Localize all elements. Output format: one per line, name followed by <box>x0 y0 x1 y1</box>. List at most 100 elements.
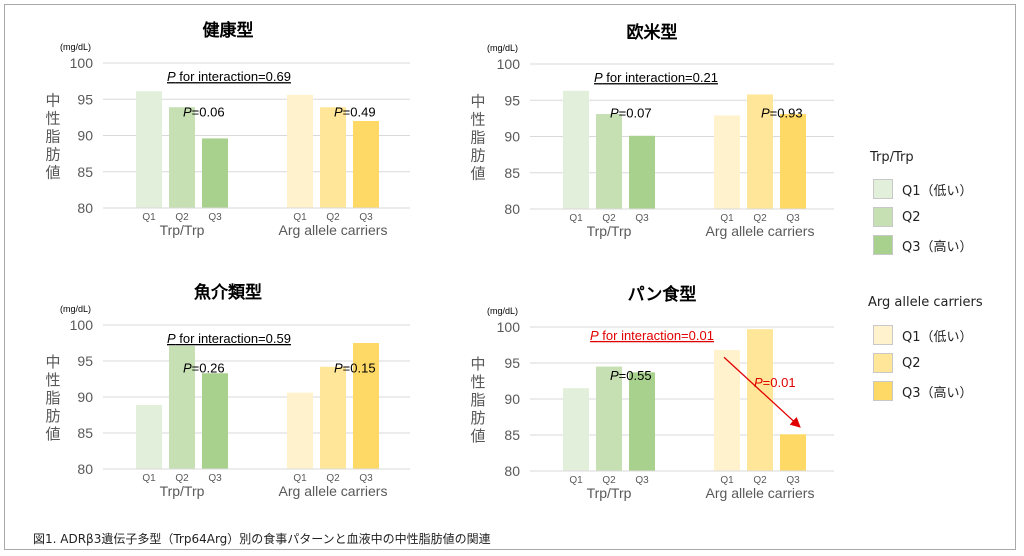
y-tick-label: 85 <box>504 165 520 181</box>
bar-arg-q1 <box>714 115 740 209</box>
bar-trp-q1 <box>136 91 162 208</box>
interaction-label: P for interaction=0.21 <box>594 70 718 85</box>
p-value-label: P=0.49 <box>334 104 376 119</box>
y-tick-label: 80 <box>77 461 93 477</box>
y-tick-label: 80 <box>504 463 520 479</box>
chart-title: 魚介類型 <box>194 282 262 303</box>
bar-arg-q3 <box>353 343 379 469</box>
y-axis-label: 中性脂肪値 <box>470 355 485 445</box>
legend-swatch-trp-q1 <box>873 179 893 199</box>
bar-arg-q3 <box>353 121 379 208</box>
bar-arg-q2 <box>747 329 773 471</box>
bar-arg-q3 <box>780 434 806 471</box>
y-tick-label: 95 <box>77 91 93 107</box>
y-tick-label: 85 <box>77 425 93 441</box>
x-tick-label: Q1 <box>720 213 734 224</box>
trend-arrow <box>723 356 801 428</box>
group-label: Trp/Trp <box>160 483 205 499</box>
bar-arg-q1 <box>287 94 313 208</box>
group-label: Arg allele carriers <box>279 483 388 499</box>
y-tick-label: 85 <box>77 164 93 180</box>
x-tick-label: Q2 <box>753 475 767 486</box>
legend-item-trp-q2: Q2 <box>873 205 921 229</box>
x-tick-label: Q3 <box>635 475 649 486</box>
x-tick-label: Q3 <box>208 212 222 223</box>
bar-arg-q2 <box>320 107 346 208</box>
unit-label: (mg/dL) <box>60 42 91 52</box>
bar-arg-q1 <box>287 392 313 469</box>
legend-item-trp-q3: Q3（高い） <box>873 233 973 257</box>
y-tick-label: 95 <box>77 353 93 369</box>
p-value-label: P=0.07 <box>610 105 652 120</box>
y-tick-label: 100 <box>497 319 521 335</box>
x-tick-label: Q3 <box>208 473 222 484</box>
y-axis-label: 中性脂肪値 <box>45 92 60 182</box>
legend-title-arg: Arg allele carriers <box>868 295 983 310</box>
interaction-label: P for interaction=0.59 <box>167 331 291 346</box>
x-tick-label: Q1 <box>142 212 156 223</box>
group-label: Trp/Trp <box>160 222 205 238</box>
bar-trp-q3 <box>202 373 228 469</box>
unit-label: (mg/dL) <box>487 306 518 316</box>
bar-trp-q1 <box>563 90 589 209</box>
x-tick-label: Q2 <box>753 213 767 224</box>
bar-trp-q3 <box>629 135 655 209</box>
bar-trp-q2 <box>169 107 195 208</box>
bar-arg-q2 <box>747 94 773 209</box>
x-tick-label: Q2 <box>175 212 189 223</box>
x-tick-label: Q1 <box>293 473 307 484</box>
bar-trp-q3 <box>202 138 228 208</box>
figure-frame <box>4 4 1016 550</box>
unit-label: (mg/dL) <box>60 304 91 314</box>
group-label: Arg allele carriers <box>706 485 815 501</box>
p-value-label: P=0.93 <box>761 105 803 120</box>
bar-trp-q3 <box>629 372 655 471</box>
chart-title: パン食型 <box>628 284 697 305</box>
x-tick-label: Q3 <box>359 212 373 223</box>
legend-item-arg-q3: Q3（高い） <box>873 379 973 403</box>
bar-trp-q2 <box>596 366 622 471</box>
x-tick-label: Q1 <box>720 475 734 486</box>
x-tick-label: Q2 <box>326 473 340 484</box>
y-tick-label: 90 <box>77 128 93 144</box>
unit-label: (mg/dL) <box>487 43 518 53</box>
x-tick-label: Q2 <box>175 473 189 484</box>
bar-trp-q1 <box>563 388 589 471</box>
x-tick-label: Q2 <box>602 213 616 224</box>
y-tick-label: 100 <box>70 317 94 333</box>
p-value-label: P=0.15 <box>334 361 376 376</box>
y-tick-label: 100 <box>497 56 521 72</box>
legend-item-arg-q1: Q1（低い） <box>873 323 973 347</box>
y-axis-label: 中性脂肪値 <box>45 353 60 443</box>
legend-item-trp-q1: Q1（低い） <box>873 177 973 201</box>
legend-label-arg-q2: Q2 <box>902 355 921 371</box>
bar-arg-q1 <box>714 350 740 471</box>
bar-trp-q1 <box>136 404 162 469</box>
p-value-label: P=0.01 <box>754 375 796 390</box>
y-tick-label: 90 <box>504 129 520 145</box>
group-label: Trp/Trp <box>587 223 632 239</box>
y-axis-label: 中性脂肪値 <box>470 93 485 183</box>
x-tick-label: Q1 <box>142 473 156 484</box>
x-tick-label: Q2 <box>326 212 340 223</box>
legend-swatch-arg-q3 <box>873 381 893 401</box>
legend-swatch-trp-q2 <box>873 207 893 227</box>
legend-label-arg-q3: Q3（高い） <box>902 385 973 401</box>
x-tick-label: Q1 <box>569 213 583 224</box>
y-tick-label: 95 <box>504 92 520 108</box>
legend-label-trp-q1: Q1（低い） <box>902 183 973 199</box>
x-tick-label: Q3 <box>359 473 373 484</box>
legend-swatch-arg-q1 <box>873 325 893 345</box>
legend-title-trp: Trp/Trp <box>870 150 914 165</box>
p-value-label: P=0.55 <box>610 368 652 383</box>
y-tick-label: 90 <box>504 391 520 407</box>
y-tick-label: 80 <box>77 200 93 216</box>
x-tick-label: Q1 <box>569 475 583 486</box>
y-tick-label: 85 <box>504 427 520 443</box>
interaction-label: P for interaction=0.69 <box>167 69 291 84</box>
x-tick-label: Q3 <box>635 213 649 224</box>
chart-title: 欧米型 <box>627 22 678 43</box>
legend-label-arg-q1: Q1（低い） <box>902 329 973 345</box>
legend-swatch-arg-q2 <box>873 353 893 373</box>
